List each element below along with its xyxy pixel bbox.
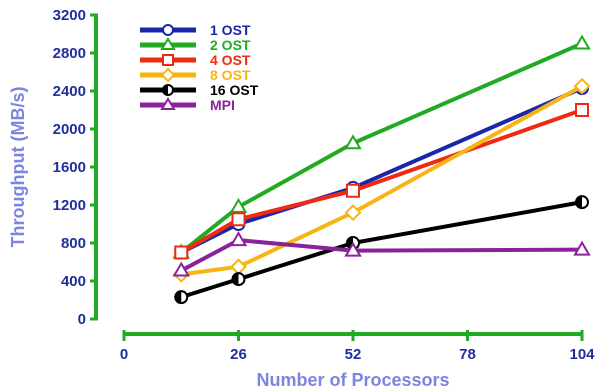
square-marker [575,103,589,117]
legend-label: 1 OST [210,22,251,38]
legend-item: 16 OST [140,82,259,98]
triangle-marker [172,261,190,277]
y-tick-label: 400 [61,273,86,290]
y-tick-label: 3200 [53,7,86,24]
x-tick-label: 0 [120,346,128,363]
diamond-marker [573,77,591,95]
triangle-marker [160,37,176,50]
y-tick-label: 2800 [53,45,86,62]
series-line [179,41,584,255]
series-1-ost [174,81,589,260]
x-tick-label: 26 [230,346,247,363]
y-tick-label: 2000 [53,121,86,138]
legend-label: 16 OST [210,82,259,98]
diamond-marker [344,204,362,222]
series-layer [172,34,591,305]
y-tick-label: 1600 [53,159,86,176]
legend-label: 4 OST [210,52,251,68]
square-marker [162,54,174,66]
triangle-marker [344,241,362,257]
x-tick-label: 78 [459,346,476,363]
x-tick-label: 104 [569,346,595,363]
y-axis-title: Throughput (MB/s) [8,87,28,248]
legend-item: 4 OST [140,52,251,68]
series-mpi [172,231,591,277]
half-circle-marker [162,84,174,96]
x-tick-label: 52 [345,346,362,363]
legend-label: 2 OST [210,37,251,53]
series-16-ost [174,195,589,305]
series-line [179,84,584,277]
triangle-marker [229,231,248,247]
half-circle-marker [231,272,246,287]
series-line [179,238,584,273]
triangle-marker [573,240,591,256]
legend-label: 8 OST [210,67,251,83]
y-tick-label: 2400 [53,83,86,100]
diamond-marker [230,258,247,276]
triangle-marker [573,34,591,50]
y-tick-label: 800 [61,235,86,252]
legend-item: 8 OST [140,67,251,83]
x-axis-title: Number of Processors [256,370,449,390]
triangle-marker [229,197,248,213]
triangle-marker [160,97,176,110]
half-circle-marker [575,195,589,210]
y-tick-label: 1200 [53,197,86,214]
legend-label: MPI [210,97,235,113]
triangle-marker [344,134,362,150]
x-ticks: 0 26 52 78 104 [120,330,595,363]
circle-marker [162,24,174,36]
square-marker [174,245,189,260]
legend-item: MPI [140,97,235,113]
square-marker [231,212,246,227]
legend-item: 1 OST [140,22,251,38]
y-ticks: 0 400 800 1200 1600 2000 2400 2800 3200 [53,7,98,328]
square-marker [346,183,360,198]
series-line [179,200,584,300]
diamond-marker [160,67,176,83]
half-circle-marker [174,290,189,305]
legend-item: 2 OST [140,37,251,53]
y-tick-label: 0 [78,311,86,328]
